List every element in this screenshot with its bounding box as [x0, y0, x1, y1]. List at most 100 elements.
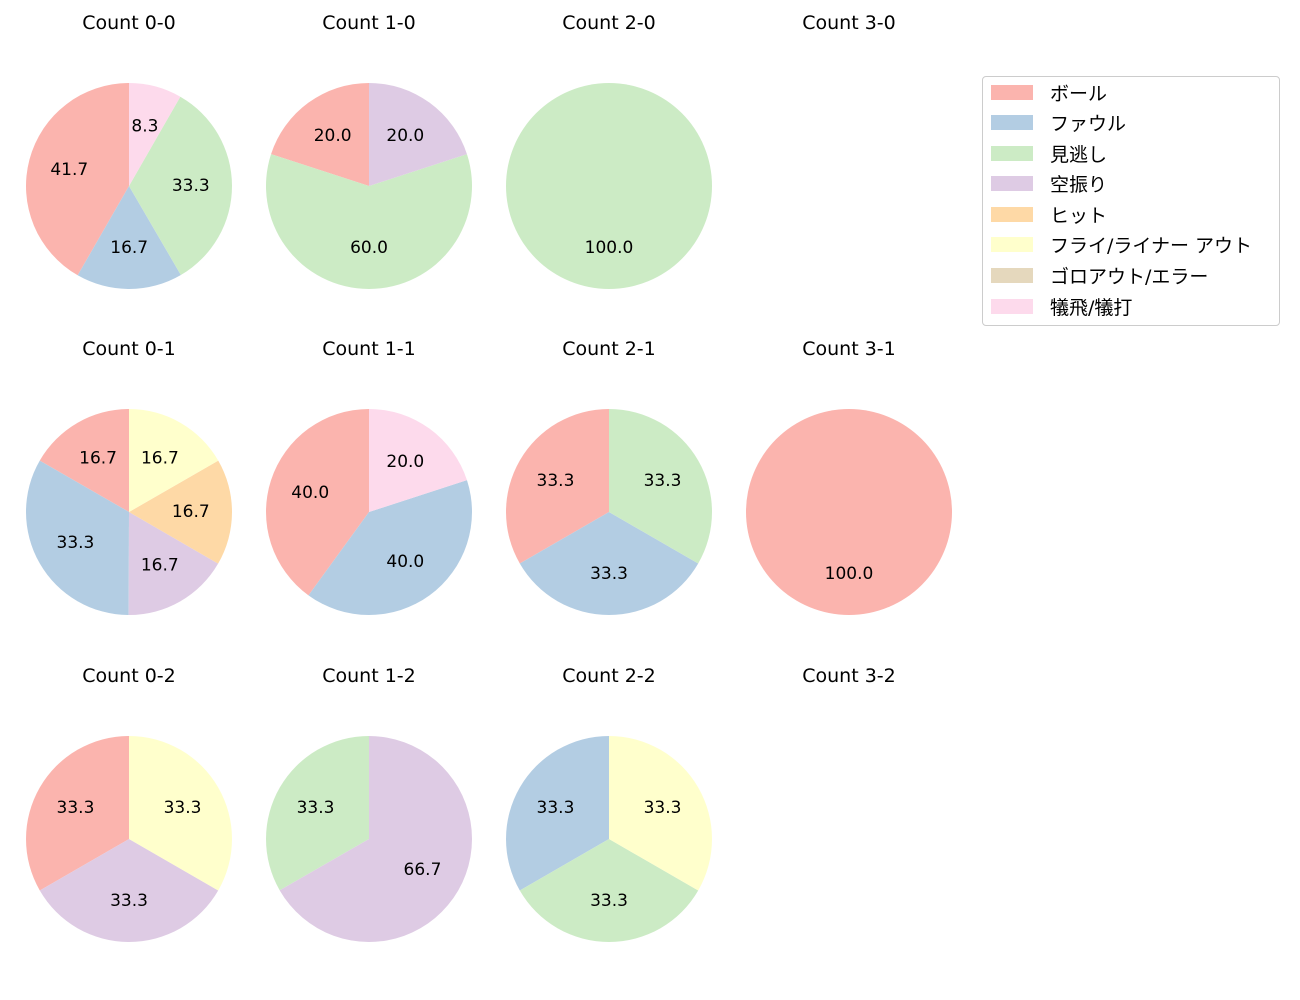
legend-item-ball: ボール [991, 77, 1107, 107]
pie-slice [129, 96, 232, 275]
legend-label: 犠飛/犠打 [1050, 296, 1133, 319]
slice-label: 33.3 [644, 798, 682, 818]
pie-slice [26, 736, 130, 891]
legend-item-ground-out: ゴロアウト/エラー [991, 260, 1208, 290]
pie-count-0-1: Count 0-1 16.7 33.3 16.7 16.7 16.7 [25, 338, 232, 615]
pie-slice [519, 512, 699, 615]
pie-title: Count 3-2 [802, 665, 896, 687]
slice-label: 33.3 [164, 798, 202, 818]
slice-label: 16.7 [172, 502, 210, 522]
legend-swatch [991, 267, 1033, 283]
pie-slice [506, 83, 712, 289]
slice-label: 33.3 [297, 798, 335, 818]
pie-slice [369, 83, 467, 186]
legend-swatch [991, 84, 1033, 100]
legend-label: 見逃し [1050, 143, 1108, 166]
legend-swatch [991, 145, 1033, 161]
pie-slice [746, 409, 952, 615]
legend: ボール ファウル 見逃し 空振り ヒット フライ/ライナー アウト ゴロアウト/… [982, 76, 1280, 326]
pie-count-1-1: Count 1-1 40.0 40.0 20.0 [266, 338, 472, 615]
legend-swatch [991, 175, 1033, 191]
pie-slice [505, 409, 609, 564]
pie-slice [519, 839, 699, 942]
slice-label: 33.3 [172, 176, 210, 196]
pie-slice [25, 460, 130, 615]
legend-swatch [991, 236, 1033, 252]
pie-slice [39, 409, 129, 512]
pie-count-0-0: Count 0-0 41.7 16.7 33.3 8.3 [25, 12, 232, 289]
pie-slice [129, 83, 181, 186]
pie-slice [505, 736, 609, 891]
pie-slice [128, 512, 219, 615]
slice-label: 33.3 [590, 891, 628, 911]
legend-swatch [991, 206, 1033, 222]
legend-label: ゴロアウト/エラー [1050, 265, 1209, 288]
pie-title: Count 2-1 [562, 338, 656, 360]
slice-label: 33.3 [110, 891, 148, 911]
pie-title: Count 0-2 [82, 665, 176, 687]
legend-label: フライ/ライナー アウト [1050, 234, 1253, 257]
pie-count-3-0: Count 3-0 [802, 12, 896, 34]
slice-label: 20.0 [314, 126, 352, 146]
pie-title: Count 1-1 [322, 338, 416, 360]
slice-label: 33.3 [57, 798, 95, 818]
pie-slice [77, 186, 181, 289]
slice-label: 40.0 [386, 552, 424, 572]
pie-slice [266, 154, 472, 289]
pie-slice [129, 460, 232, 564]
legend-item-foul: ファウル [991, 107, 1126, 137]
legend-item-sacrifice: 犠飛/犠打 [991, 291, 1132, 321]
pie-count-2-0: Count 2-0 100.0 [506, 12, 712, 289]
pie-slice [25, 83, 129, 276]
legend-item-fly-out: フライ/ライナー アウト [991, 229, 1252, 259]
slice-label: 16.7 [141, 448, 179, 468]
pie-title: Count 1-0 [322, 12, 416, 34]
slice-label: 40.0 [291, 483, 329, 503]
slice-label: 8.3 [131, 116, 158, 136]
pie-count-2-2: Count 2-2 33.3 33.3 33.3 [505, 665, 712, 942]
pie-slice [266, 409, 369, 596]
pie-count-0-2: Count 0-2 33.3 33.3 33.3 [26, 665, 232, 942]
pie-slice [266, 736, 369, 891]
pie-slice [609, 736, 712, 891]
legend-item-swinging-strike: 空振り [991, 168, 1107, 198]
slice-label: 16.7 [79, 448, 117, 468]
pie-slice [129, 736, 232, 891]
legend-label: ヒット [1050, 204, 1108, 227]
pie-title: Count 2-2 [562, 665, 656, 687]
slice-label: 20.0 [386, 126, 424, 146]
pie-count-3-2: Count 3-2 [802, 665, 896, 687]
pie-count-1-0: Count 1-0 20.0 60.0 20.0 [266, 12, 472, 289]
slice-label: 16.7 [110, 238, 148, 258]
slice-label: 20.0 [386, 452, 424, 472]
pie-count-2-1: Count 2-1 33.3 33.3 33.3 [505, 338, 712, 615]
pie-slice [369, 409, 467, 512]
legend-item-called-strike: 見逃し [991, 138, 1107, 168]
pie-slice [609, 409, 712, 564]
slice-label: 100.0 [585, 238, 634, 258]
slice-label: 33.3 [590, 564, 628, 584]
pie-title: Count 3-0 [802, 12, 896, 34]
slice-label: 33.3 [644, 471, 682, 491]
slice-label: 41.7 [50, 160, 88, 180]
pie-title: Count 0-0 [82, 12, 176, 34]
legend-swatch [991, 114, 1033, 130]
slice-label: 60.0 [350, 238, 388, 258]
pie-title: Count 1-2 [322, 665, 416, 687]
pie-count-3-1: Count 3-1 100.0 [746, 338, 952, 615]
pie-slice [129, 409, 219, 512]
slice-label: 33.3 [537, 471, 575, 491]
slice-label: 100.0 [825, 564, 874, 584]
pie-slice [279, 736, 473, 943]
legend-swatch [991, 298, 1033, 314]
pie-title: Count 0-1 [82, 338, 176, 360]
legend-item-hit: ヒット [991, 199, 1107, 229]
legend-label: ファウル [1050, 112, 1127, 135]
legend-label: ボール [1050, 82, 1108, 105]
slice-label: 16.7 [141, 556, 179, 576]
slice-label: 33.3 [57, 533, 95, 553]
pie-slice [308, 480, 472, 615]
slice-label: 33.3 [537, 798, 575, 818]
legend-label: 空振り [1050, 173, 1108, 196]
